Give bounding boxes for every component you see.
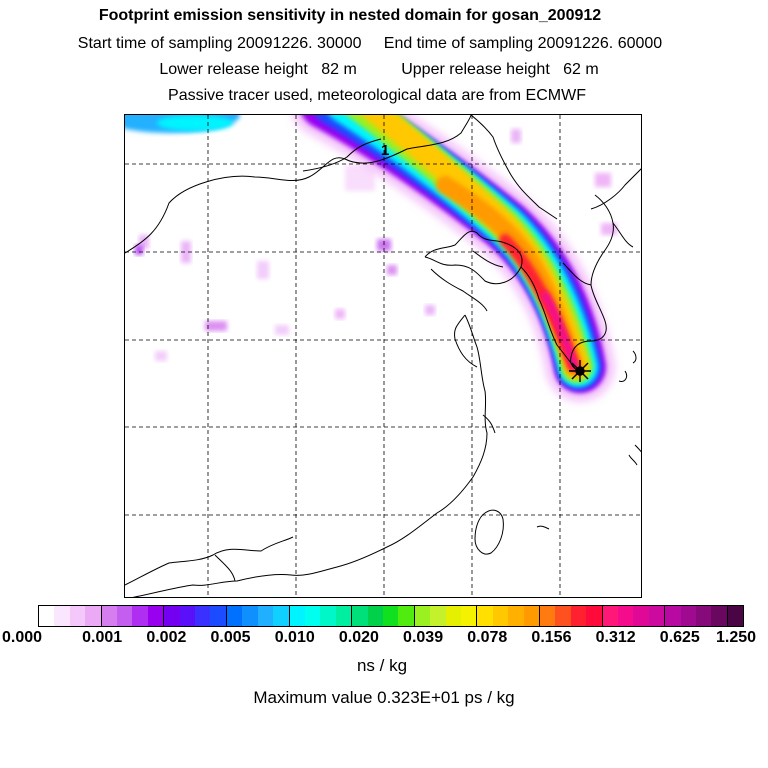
colorbar-cell xyxy=(523,606,539,626)
colorbar-tick-label: 0.039 xyxy=(403,629,444,646)
colorbar-cell xyxy=(492,606,509,626)
colorbar-cell xyxy=(242,606,258,626)
release-height-line: Lower release height 82 m Upper release … xyxy=(159,61,599,78)
colorbar-cell xyxy=(304,606,321,626)
colorbar-cell xyxy=(586,606,602,626)
colorbar-cell xyxy=(257,606,274,626)
day-marker-label: 1 xyxy=(381,142,389,159)
colorbar-cell xyxy=(570,606,587,626)
colorbar-cell xyxy=(460,606,477,626)
receptor-marker-icon xyxy=(569,360,591,382)
colorbar-cell xyxy=(132,606,148,626)
colorbar-cell xyxy=(147,606,164,626)
colorbar-tick-label: 0.000 xyxy=(1,629,43,646)
colorbar-cell xyxy=(445,606,461,626)
colorbar-cell xyxy=(367,606,383,626)
maximum-value-label: Maximum value 0.323E+01 ps / kg xyxy=(253,688,515,707)
colorbar-cell xyxy=(696,606,712,626)
colorbar-tick-label: 0.156 xyxy=(531,629,572,646)
colorbar-cell xyxy=(320,606,336,626)
lat-lon-grid xyxy=(125,115,641,597)
colorbar-cell xyxy=(648,606,665,626)
chart-title: Footprint emission sensitivity in nested… xyxy=(98,7,602,24)
main-plume xyxy=(292,115,615,402)
colorbar-cell xyxy=(335,606,352,626)
colorbar-cell xyxy=(633,606,649,626)
colorbar-tick-label: 0.312 xyxy=(595,629,636,646)
colorbar-cell xyxy=(117,606,133,626)
colorbar-tick-label: 0.078 xyxy=(467,629,508,646)
colorbar-tick-label: 0.002 xyxy=(146,629,187,646)
colorbar-cell xyxy=(382,606,399,626)
colorbar-cell xyxy=(618,606,634,626)
colorbar-cell xyxy=(351,606,368,626)
colorbar-cell xyxy=(726,606,744,626)
colorbar-cell xyxy=(273,606,289,626)
sampling-time-line: Start time of sampling 20091226. 30000 E… xyxy=(77,35,663,52)
colorbar-tick-label: 0.020 xyxy=(338,629,379,646)
colorbar-cell xyxy=(179,606,196,626)
colorbar-tick-label: 0.010 xyxy=(274,629,315,646)
colorbar-tick-label: 0.005 xyxy=(210,629,251,646)
colorbar-cell xyxy=(680,606,697,626)
colorbar-cell xyxy=(508,606,524,626)
colorbar-cell xyxy=(555,606,571,626)
colorbar-cell xyxy=(210,606,226,626)
colorbar-tick-label: 0.625 xyxy=(659,629,700,646)
colorbar-cell xyxy=(476,606,493,626)
colorbar-cell xyxy=(100,606,118,626)
colorbar-cell xyxy=(195,606,211,626)
tracer-info-line: Passive tracer used, meteorological data… xyxy=(168,87,586,104)
colorbar-cell xyxy=(69,606,86,626)
colorbar-cell xyxy=(288,606,305,626)
colorbar-cell xyxy=(711,606,727,626)
map-svg: 1 xyxy=(125,115,641,597)
plume-upper-left xyxy=(125,115,240,133)
colorbar-cell xyxy=(664,606,681,626)
colorbar-cell xyxy=(54,606,70,626)
colorbar-cell xyxy=(163,606,180,626)
colorbar-cell xyxy=(398,606,414,626)
colorbar-tick-label: 0.001 xyxy=(82,629,123,646)
colorbar-cell xyxy=(430,606,446,626)
colorbar-cell xyxy=(39,606,55,626)
footprint-map: 1 xyxy=(124,114,642,598)
colorbar-cell xyxy=(85,606,101,626)
colorbar xyxy=(38,605,744,627)
coastlines xyxy=(125,115,641,597)
colorbar-cell xyxy=(601,606,619,626)
colorbar-tick-label: 1.250 xyxy=(715,629,757,646)
colorbar-cell xyxy=(413,606,431,626)
colorbar-unit: ns / kg xyxy=(356,656,408,675)
colorbar-cell xyxy=(539,606,556,626)
colorbar-cell xyxy=(225,606,243,626)
